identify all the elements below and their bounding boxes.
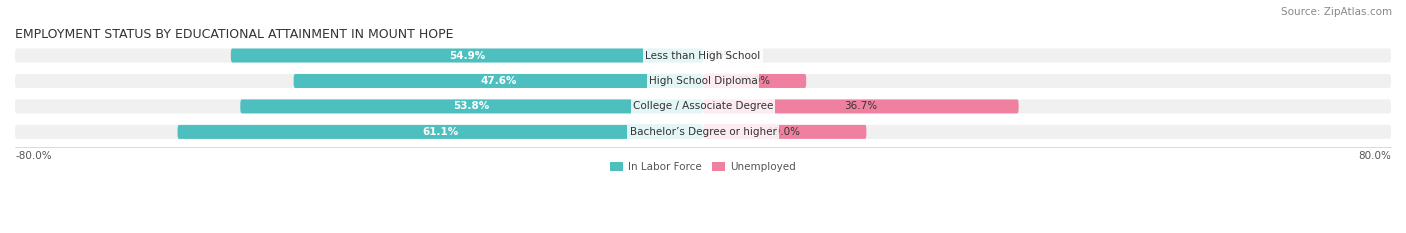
Legend: In Labor Force, Unemployed: In Labor Force, Unemployed bbox=[606, 158, 800, 176]
FancyBboxPatch shape bbox=[15, 125, 1391, 139]
Text: 61.1%: 61.1% bbox=[422, 127, 458, 137]
Text: Less than High School: Less than High School bbox=[645, 51, 761, 61]
Text: 53.8%: 53.8% bbox=[454, 101, 489, 111]
FancyBboxPatch shape bbox=[231, 48, 703, 62]
FancyBboxPatch shape bbox=[703, 99, 1018, 113]
FancyBboxPatch shape bbox=[15, 48, 1391, 62]
Text: Source: ZipAtlas.com: Source: ZipAtlas.com bbox=[1281, 7, 1392, 17]
Text: Bachelor’s Degree or higher: Bachelor’s Degree or higher bbox=[630, 127, 776, 137]
Text: -80.0%: -80.0% bbox=[15, 151, 52, 161]
Text: 36.7%: 36.7% bbox=[844, 101, 877, 111]
FancyBboxPatch shape bbox=[703, 125, 866, 139]
Text: High School Diploma: High School Diploma bbox=[648, 76, 758, 86]
Text: College / Associate Degree: College / Associate Degree bbox=[633, 101, 773, 111]
Text: 80.0%: 80.0% bbox=[1358, 151, 1391, 161]
Text: EMPLOYMENT STATUS BY EDUCATIONAL ATTAINMENT IN MOUNT HOPE: EMPLOYMENT STATUS BY EDUCATIONAL ATTAINM… bbox=[15, 28, 454, 41]
FancyBboxPatch shape bbox=[240, 99, 703, 113]
FancyBboxPatch shape bbox=[177, 125, 703, 139]
FancyBboxPatch shape bbox=[15, 99, 1391, 113]
Text: 54.9%: 54.9% bbox=[449, 51, 485, 61]
Text: 19.0%: 19.0% bbox=[768, 127, 801, 137]
Text: 0.0%: 0.0% bbox=[707, 51, 734, 61]
FancyBboxPatch shape bbox=[294, 74, 703, 88]
FancyBboxPatch shape bbox=[703, 74, 806, 88]
Text: 47.6%: 47.6% bbox=[479, 76, 516, 86]
FancyBboxPatch shape bbox=[15, 74, 1391, 88]
Text: 12.0%: 12.0% bbox=[738, 76, 770, 86]
